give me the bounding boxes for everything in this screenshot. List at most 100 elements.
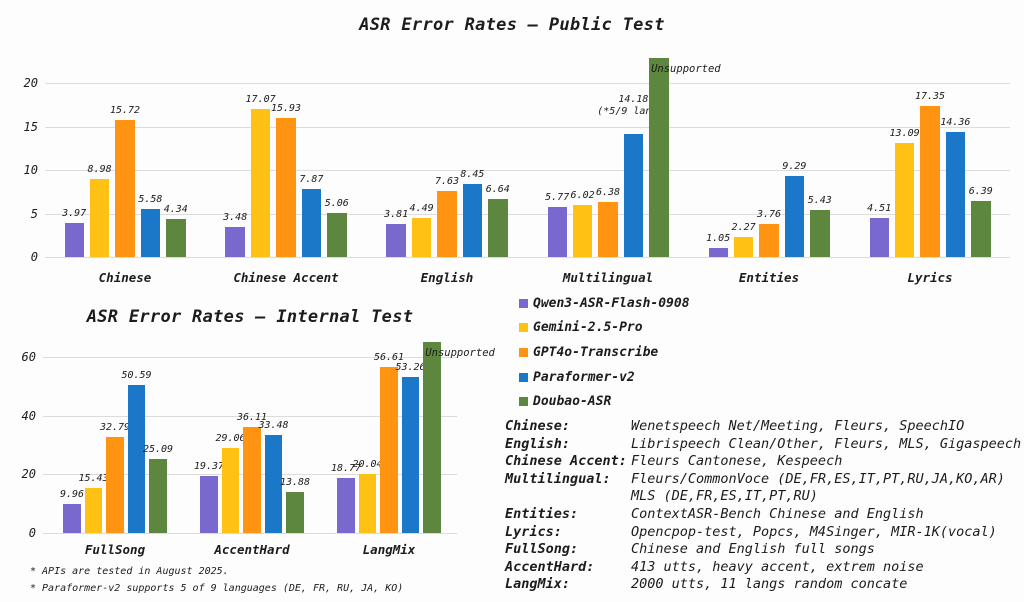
x-axis-category-label: Entities	[738, 270, 800, 285]
bar-Paraformer-v2-Chinese Accent	[301, 188, 322, 257]
bar-value-label: 7.87	[299, 173, 324, 185]
legend-item: GPT4o-Transcribe	[519, 340, 690, 365]
bar-value-label: 17.07	[245, 93, 276, 105]
description-text: Chinese and English full songs	[631, 541, 875, 558]
description-term: LangMix:	[505, 576, 571, 593]
description-term: Chinese:	[505, 418, 571, 434]
x-axis-category-label: AccentHard	[214, 542, 290, 557]
description-row: FullSong: Chinese and English full songs	[505, 541, 1021, 559]
internal-chart-title: ASR Error Rates – Internal Test	[86, 307, 414, 327]
bar-Doubao-ASR-Multilingual	[649, 58, 669, 257]
y-axis-tick-label: 10	[23, 163, 38, 177]
bar-Doubao-ASR-English	[488, 199, 508, 257]
legend-label: Qwen3-ASR-Flash-0908	[533, 295, 690, 311]
bar-value-label: 18.77	[330, 462, 362, 474]
bar-GPT4o-Transcribe-English	[437, 190, 457, 257]
x-axis-category-label: Chinese	[98, 270, 152, 285]
bar-value-label: 5.06	[324, 198, 349, 209]
bar-Doubao-ASR-Chinese Accent	[327, 213, 347, 257]
bar-GPT4o-Transcribe-AccentHard	[243, 427, 261, 533]
gridline	[43, 415, 457, 417]
bar-Gemini-2.5-Pro-Chinese Accent	[250, 108, 271, 257]
y-axis-tick-label: 0	[28, 526, 36, 540]
x-axis-category-label: Multilingual	[562, 270, 654, 285]
legend: Qwen3-ASR-Flash-0908 Gemini-2.5-Pro GPT4o-…	[519, 291, 690, 414]
bar-Doubao-ASR-LangMix	[423, 342, 441, 533]
legend-swatch-icon	[519, 397, 528, 407]
bar-value-label: 50.59	[121, 369, 152, 381]
description-term: English:	[505, 435, 571, 452]
bar-Paraformer-v2-LangMix	[401, 376, 420, 533]
footnote-apis: * APIs are tested in August 2025.	[30, 566, 229, 577]
bar-value-label: 7.63	[434, 175, 460, 187]
x-axis-category-label: FullSong	[84, 542, 146, 557]
description-term: Chinese Accent:	[505, 453, 627, 470]
bar-value-label: 36.11	[236, 412, 268, 424]
description-term: Lyrics:	[505, 523, 562, 540]
legend-label: Doubao-ASR	[533, 394, 612, 410]
legend-label: Paraformer-v2	[533, 369, 635, 385]
bar-Paraformer-v2-FullSong	[127, 384, 146, 533]
description-term: Multilingual:	[505, 470, 611, 487]
bar-Gemini-2.5-Pro-FullSong	[84, 487, 103, 533]
gridline	[45, 213, 1010, 215]
bar-Doubao-ASR-Chinese	[166, 219, 186, 257]
description-row: LangMix: 2000 utts, 11 langs random conca…	[505, 576, 1021, 594]
bar-Doubao-ASR-AccentHard	[286, 492, 304, 533]
bar-value-label: 4.34	[163, 204, 188, 216]
legend-label: GPT4o-Transcribe	[533, 344, 659, 360]
footnote-paraformer: * Paraformer-v2 supports 5 of 9 language…	[30, 582, 404, 594]
bar-value-label: 3.76	[756, 209, 782, 221]
bar-value-label: 3.81	[384, 208, 409, 220]
y-axis-tick-label: 15	[23, 119, 38, 134]
description-term: FullSong:	[505, 541, 579, 558]
description-row: English: Librispeech Clean/Other, Fleurs,…	[505, 436, 1021, 454]
description-text: Fleurs/CommonVoce (DE,FR,ES,IT,PT,RU,JA,…	[631, 470, 1005, 505]
bar-value-label: 9.96	[59, 488, 85, 500]
bar-value-label: 13.09	[889, 128, 920, 140]
description-row: Multilingual: Fleurs/CommonVoce (DE,FR,ES…	[505, 471, 1021, 506]
bar-value-label: 4.51	[867, 202, 892, 214]
bar-Gemini-2.5-Pro-LangMix	[358, 474, 377, 533]
description-text: 413 utts, heavy accent, extrem noise	[631, 558, 924, 575]
y-axis-tick-label: 40	[21, 408, 36, 423]
bar-Paraformer-v2-Entities	[784, 176, 805, 257]
public-chart-title: ASR Error Rates – Public Test	[359, 15, 665, 35]
bar-value-label: 8.98	[87, 163, 112, 175]
legend-swatch-icon	[519, 298, 528, 308]
bar-Paraformer-v2-Chinese	[140, 208, 161, 257]
bar-Paraformer-v2-AccentHard	[264, 434, 283, 533]
bar-GPT4o-Transcribe-Lyrics	[920, 106, 940, 257]
bar-value-label: 15.72	[109, 105, 141, 117]
bar-value-label: 13.88	[279, 477, 311, 489]
bar-Paraformer-v2-Lyrics	[945, 132, 966, 257]
description-row: Lyrics: Opencpop-test, Popcs, M4Singer, M…	[505, 524, 1021, 542]
bar-value-label: 14.36	[940, 117, 971, 129]
bar-Gemini-2.5-Pro-English	[411, 217, 432, 257]
bar-value-label: 32.79	[99, 421, 131, 433]
bar-Paraformer-v2-Multilingual	[623, 133, 644, 257]
bar-value-label: 33.48	[258, 419, 289, 431]
bar-Qwen3-ASR-Flash-0908-LangMix	[337, 477, 355, 533]
bar-GPT4o-Transcribe-LangMix	[380, 367, 398, 533]
bar-GPT4o-Transcribe-Chinese Accent	[276, 118, 296, 257]
bar-Gemini-2.5-Pro-Entities	[733, 237, 754, 257]
x-axis-category-label: Chinese Accent	[233, 270, 339, 285]
y-axis-tick-label: 5	[30, 206, 38, 221]
bar-value-label: 56.61	[373, 352, 405, 363]
bar-value-label: 20.04	[352, 459, 383, 471]
bar-value-label: 29.06	[215, 432, 246, 444]
bar-value-label: 8.45	[460, 168, 485, 180]
bar-value-label: 15.43	[78, 472, 109, 484]
bar-Doubao-ASR-Entities	[810, 209, 830, 257]
bar-value-label: 19.37	[193, 461, 225, 473]
bar-value-label: 2.27	[731, 222, 756, 234]
y-axis-tick-label: 20	[23, 76, 38, 90]
bar-GPT4o-Transcribe-Chinese	[115, 120, 135, 257]
description-term: AccentHard:	[505, 558, 595, 575]
y-axis-tick-label: 60	[21, 350, 36, 364]
legend-item: Qwen3-ASR-Flash-0908	[519, 291, 690, 316]
bar-Qwen3-ASR-Flash-0908-FullSong	[63, 503, 81, 533]
